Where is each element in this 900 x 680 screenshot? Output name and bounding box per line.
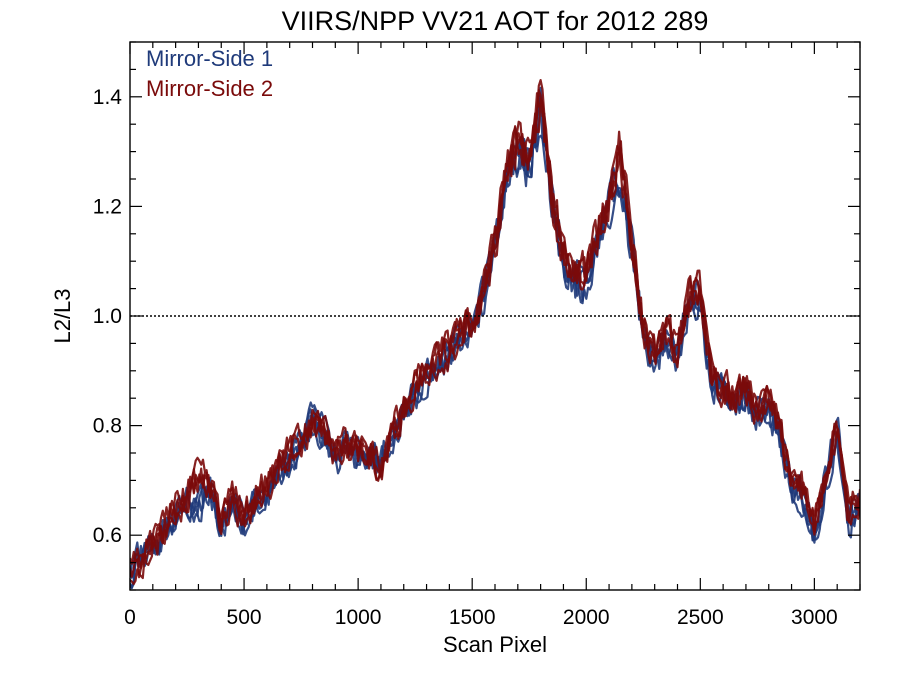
- axes: 0 500 1000 1500 2000 2500 3000 0.6 0.8 1.0 1.2 1.4: [93, 41, 861, 629]
- chart-title: VIIRS/NPP VV21 AOT for 2012 289: [282, 6, 709, 36]
- series-group: [130, 79, 860, 590]
- legend-entry-mirror-side-1: Mirror-Side 1: [146, 46, 273, 71]
- x-tick-label: 3000: [791, 606, 838, 629]
- x-axis-label: Scan Pixel: [443, 632, 547, 657]
- y-tick-label: 0.8: [93, 415, 122, 438]
- series-line-mirror-side-2-4: [130, 92, 860, 565]
- x-tick-label: 500: [227, 606, 262, 629]
- x-tick-label: 1500: [449, 606, 496, 629]
- y-tick-label: 0.6: [93, 524, 122, 547]
- x-tick-label: 1000: [335, 606, 382, 629]
- x-tick-label: 2500: [677, 606, 724, 629]
- y-tick-label: 1.4: [93, 86, 123, 109]
- y-tick-label: 1.0: [93, 305, 122, 328]
- plot-area: [130, 79, 860, 590]
- x-tick-label: 2000: [563, 606, 610, 629]
- y-axis-label: L2/L3: [50, 288, 75, 343]
- x-tick-label: 0: [124, 606, 136, 629]
- y-tick-label: 1.2: [93, 195, 122, 218]
- legend: Mirror-Side 1 Mirror-Side 2: [146, 46, 273, 101]
- series-line-mirror-side-2-3: [130, 79, 860, 578]
- legend-entry-mirror-side-2: Mirror-Side 2: [146, 76, 273, 101]
